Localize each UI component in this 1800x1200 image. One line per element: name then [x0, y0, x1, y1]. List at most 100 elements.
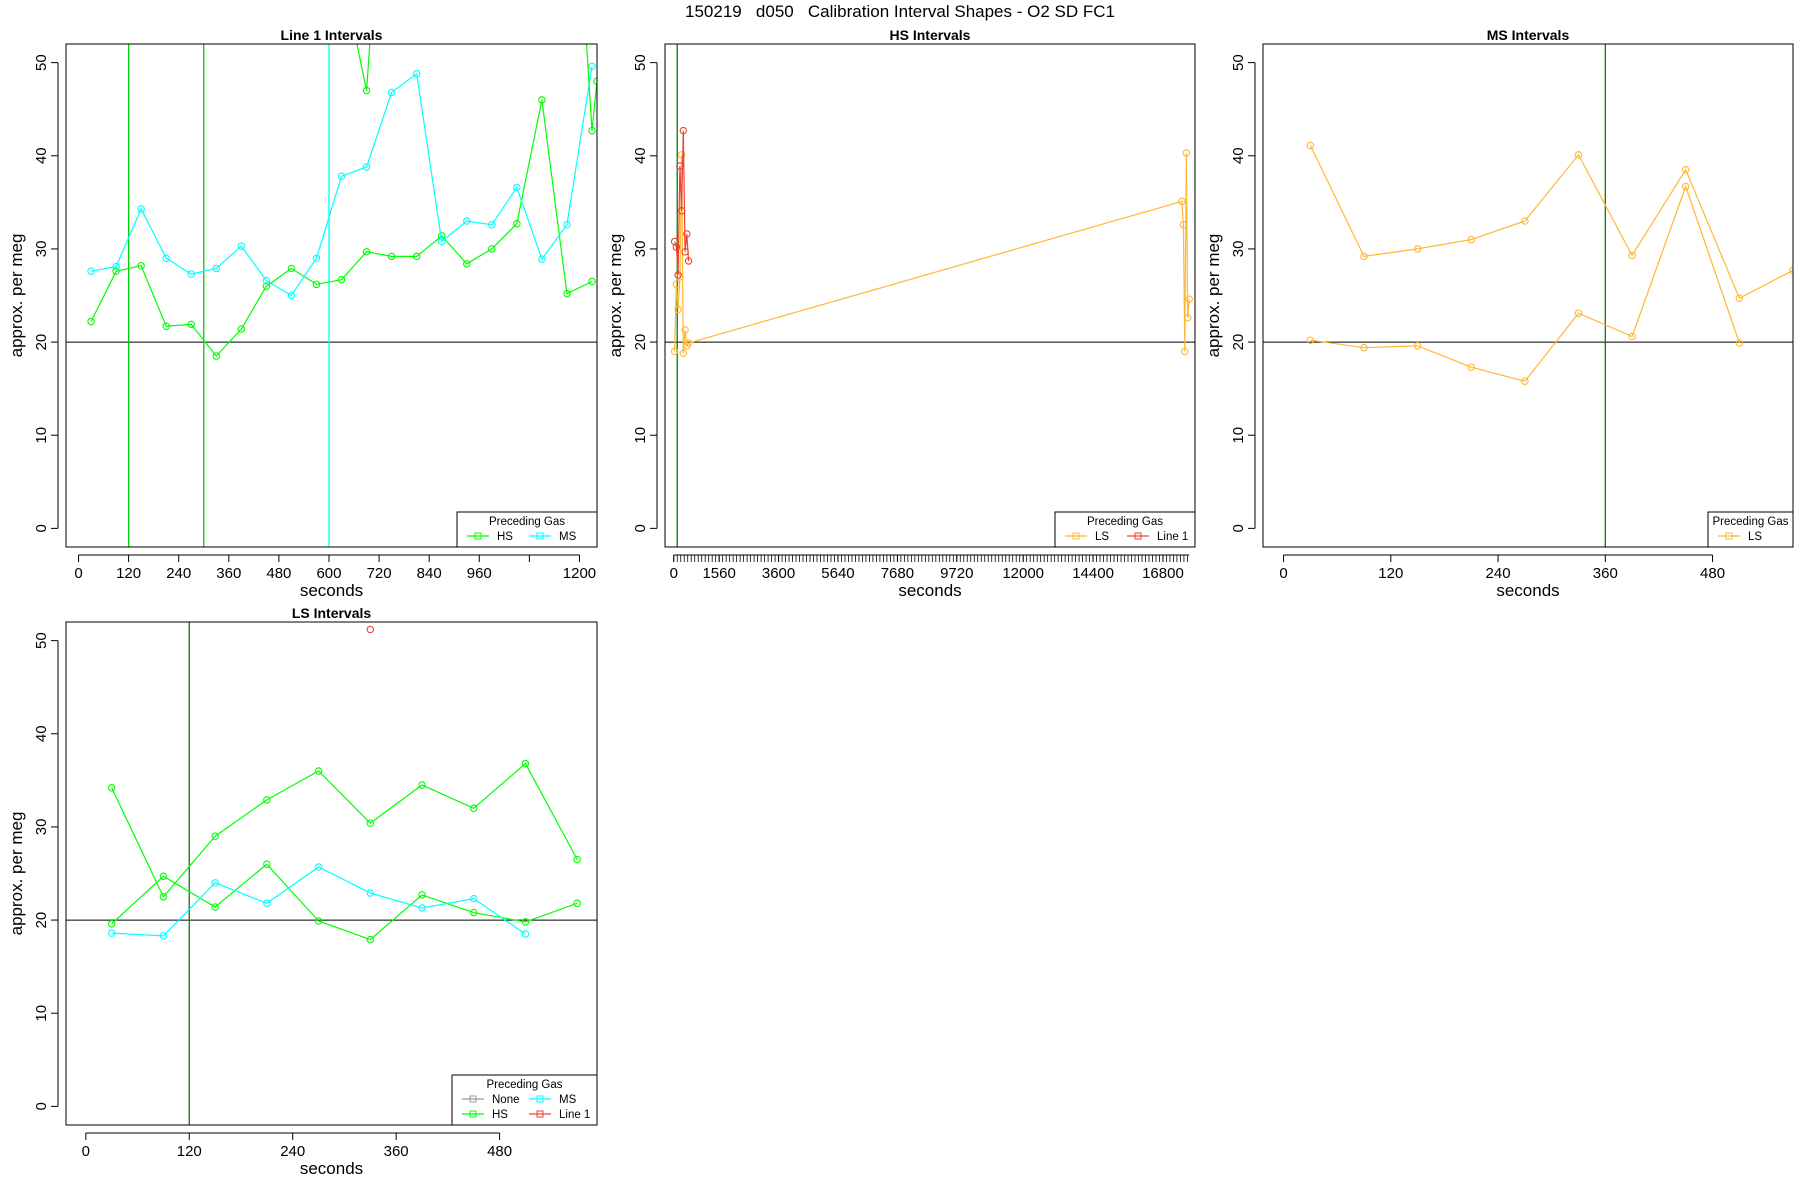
- data-point: [1183, 314, 1192, 322]
- x-tick-label: 5640: [821, 565, 854, 582]
- data-point: [563, 289, 571, 298]
- legend-title: Preceding Gas: [489, 516, 565, 528]
- data-point: [418, 891, 426, 899]
- data-point: [162, 322, 170, 330]
- data-point: [314, 767, 323, 775]
- data-point: [112, 262, 120, 271]
- data-point: [679, 349, 688, 358]
- y-axis-title: approx. per meg: [606, 234, 625, 358]
- data-point: [437, 237, 446, 246]
- x-tick-label: 480: [266, 565, 291, 582]
- y-tick-label: 20: [1230, 334, 1247, 351]
- data-point: [469, 908, 478, 917]
- x-axis-title: seconds: [1496, 581, 1559, 600]
- data-point: [563, 220, 571, 229]
- data-point: [674, 271, 682, 279]
- x-tick-label: 120: [116, 565, 141, 582]
- y-axis-title: approx. per meg: [7, 234, 26, 358]
- data-point: [488, 245, 496, 253]
- data-point: [681, 326, 689, 334]
- data-point: [1735, 294, 1744, 303]
- data-point: [1574, 309, 1583, 317]
- legend-swatch-marker: [474, 532, 482, 540]
- legend-entry-label: Line 1: [1157, 531, 1188, 543]
- data-point: [521, 930, 530, 938]
- data-point: [137, 205, 145, 213]
- legend-box: [1054, 511, 1196, 548]
- legend-swatch-marker: [469, 1110, 477, 1118]
- series-ls: [1306, 141, 1793, 303]
- legend-entry-label: MS: [559, 531, 577, 543]
- data-point: [287, 264, 296, 273]
- legend: Preceding Gas LS Line 1: [1054, 511, 1196, 548]
- data-point: [362, 247, 371, 256]
- series-hs: [107, 759, 581, 901]
- y-tick-label: 40: [33, 147, 50, 164]
- y-tick-label: 50: [1230, 54, 1247, 71]
- x-tick-label: 480: [487, 1143, 512, 1160]
- data-point: [674, 305, 682, 314]
- data-point: [1306, 336, 1315, 344]
- plot-frame: [65, 621, 598, 1126]
- data-point: [159, 872, 168, 881]
- series-extra: [1306, 182, 1744, 385]
- legend-title: Preceding Gas: [486, 1079, 562, 1091]
- data-point: [387, 88, 396, 97]
- x-tick-label: 1560: [702, 565, 735, 582]
- panel-title: Line 1 Intervals: [281, 27, 383, 43]
- legend-entry-label: Line 1: [559, 1109, 590, 1121]
- legend-entry-label: MS: [559, 1094, 577, 1106]
- y-tick-label: 10: [632, 427, 649, 444]
- data-point: [263, 899, 271, 908]
- chart-panel-3: MS Intervals 0 10 20 30 40 50 0 120 240 360 480 seco…: [1204, 27, 1794, 600]
- x-tick-label: 600: [316, 565, 341, 582]
- panel-title: MS Intervals: [1487, 27, 1570, 43]
- y-tick-label: 10: [1230, 427, 1247, 444]
- data-point: [263, 796, 271, 804]
- data-point: [1681, 166, 1690, 174]
- y-tick-label: 10: [33, 1005, 50, 1022]
- data-point: [679, 126, 688, 135]
- data-point: [588, 126, 596, 135]
- legend-title: Preceding Gas: [1087, 516, 1163, 528]
- data-point: [463, 260, 471, 268]
- x-tick-label: 240: [1486, 565, 1511, 582]
- data-point: [107, 784, 116, 792]
- data-point: [337, 275, 346, 284]
- data-point: [211, 832, 219, 840]
- legend-swatch-marker: [536, 1110, 544, 1118]
- x-tick-label: 0: [82, 1143, 90, 1160]
- chart-panel-4: LS Intervals 0 10 20 30 40 50 0 120 240 360 480 seco…: [7, 605, 598, 1178]
- y-tick-label: 20: [33, 912, 50, 929]
- data-point: [212, 352, 221, 360]
- x-axis-title: seconds: [300, 581, 363, 600]
- x-tick-label: 1200: [563, 565, 596, 582]
- x-tick-label: 12000: [1002, 565, 1044, 582]
- series-line-1: [670, 126, 693, 279]
- chart-panel-2: HS Intervals 0 10 20 30 40 50 0 1560 3600 5640 7680…: [606, 27, 1196, 600]
- data-point: [312, 254, 321, 262]
- data-point: [469, 894, 478, 903]
- data-point: [583, 27, 589, 33]
- panel-title: HS Intervals: [890, 27, 971, 43]
- data-point: [387, 252, 396, 261]
- data-point: [670, 347, 679, 356]
- x-tick-label: 720: [367, 565, 392, 582]
- data-point: [1360, 343, 1368, 352]
- data-point: [412, 252, 421, 261]
- series-ls: [670, 149, 1193, 358]
- series-line: [111, 762, 578, 898]
- y-tick-label: 30: [33, 241, 50, 258]
- data-point: [684, 339, 693, 347]
- data-point: [366, 625, 375, 634]
- data-point: [162, 254, 170, 262]
- data-point: [159, 932, 168, 940]
- data-point: [418, 904, 426, 912]
- series-extra: [107, 860, 581, 944]
- data-point: [1574, 151, 1583, 159]
- data-point: [1306, 141, 1315, 150]
- data-point: [1789, 266, 1793, 275]
- data-point: [362, 86, 371, 95]
- data-point: [187, 320, 195, 329]
